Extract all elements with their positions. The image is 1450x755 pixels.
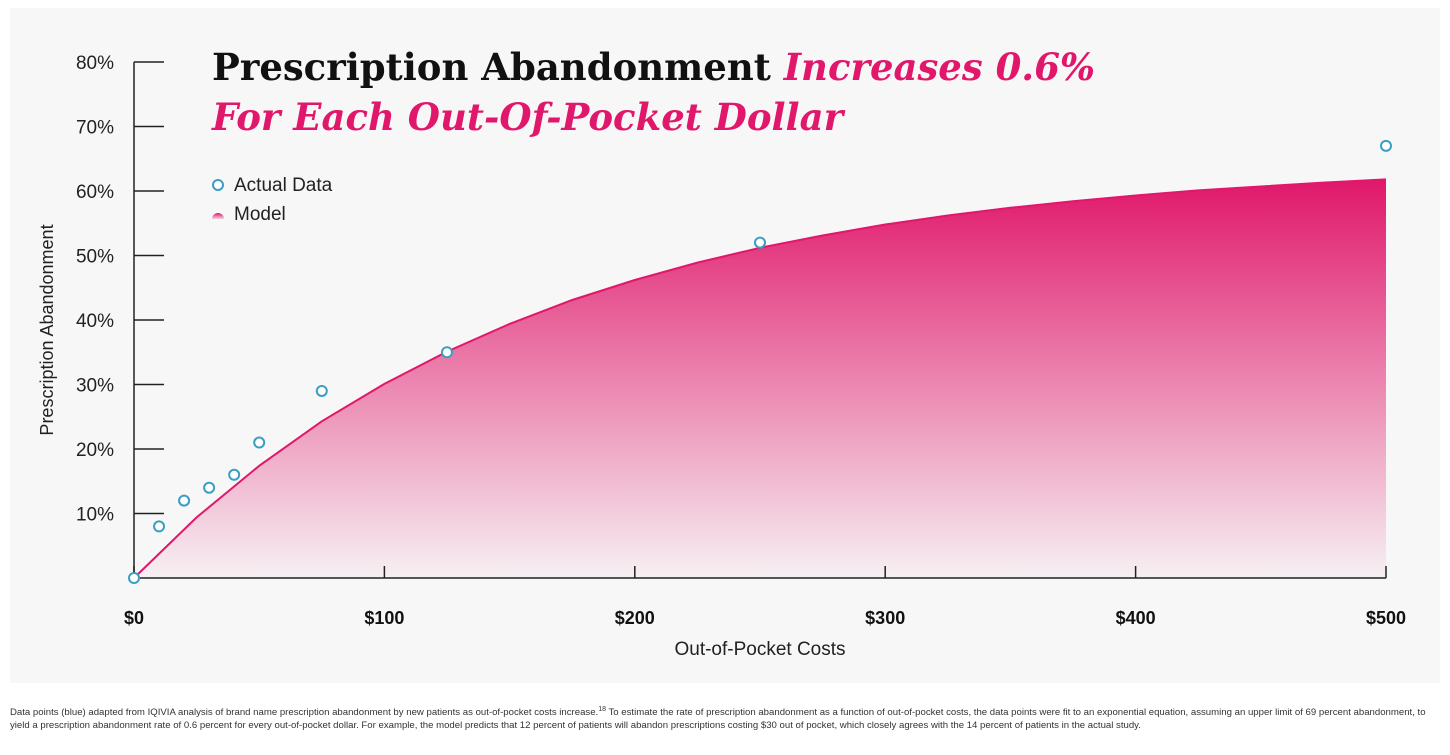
data-point	[441, 346, 453, 359]
data-point	[1380, 139, 1392, 152]
footnote-reference: 18	[598, 706, 607, 713]
chart-title-main: Prescription Abandonment	[212, 45, 771, 89]
footnote-text-continued: To estimate the rate of prescription aba…	[10, 707, 1426, 732]
x-tick-label: $0	[124, 608, 144, 628]
y-tick-label: 70%	[76, 118, 114, 139]
data-point	[153, 520, 166, 533]
data-point	[228, 468, 241, 481]
data-point	[128, 572, 140, 584]
model-area	[134, 179, 1386, 578]
y-tick-label: 40%	[76, 311, 114, 332]
data-point	[315, 384, 328, 397]
chart: 10% 20% 30% 40% 50% 60% 70% 80% $0 $100 $200 $300 $4…	[37, 53, 1406, 660]
y-tick-label: 20%	[76, 440, 114, 461]
x-tick-label: $500	[1366, 608, 1406, 628]
legend-actual-marker	[212, 179, 224, 191]
x-tick-label: $200	[615, 608, 655, 628]
y-tick-label: 10%	[76, 505, 114, 526]
x-tick-label: $300	[865, 608, 905, 628]
data-point	[178, 494, 191, 507]
x-tick-label: $400	[1116, 608, 1156, 628]
chart-title-accent: Increases 0.6% For Each Out-Of-Pocket Do…	[212, 45, 1096, 139]
legend: Actual Data Model	[212, 175, 333, 225]
chart-title: Prescription Abandonment Increases 0.6% …	[212, 42, 1112, 142]
legend-model-label: Model	[234, 204, 286, 225]
data-point	[253, 436, 266, 449]
y-tick-label: 80%	[76, 53, 114, 74]
y-tick-label: 30%	[76, 376, 114, 397]
y-tick-label: 60%	[76, 182, 114, 203]
x-tick-label: $100	[364, 608, 404, 628]
y-axis-title: Prescription Abandonment	[37, 224, 57, 435]
legend-actual-label: Actual Data	[234, 175, 333, 196]
footnote: Data points (blue) adapted from IQIVIA a…	[10, 703, 1440, 732]
data-point	[203, 481, 216, 494]
data-point	[754, 236, 766, 249]
y-tick-label: 50%	[76, 247, 114, 268]
legend-model-marker	[212, 213, 224, 219]
footnote-text: Data points (blue) adapted from IQIVIA a…	[10, 707, 599, 719]
x-axis-title: Out-of-Pocket Costs	[674, 639, 845, 660]
